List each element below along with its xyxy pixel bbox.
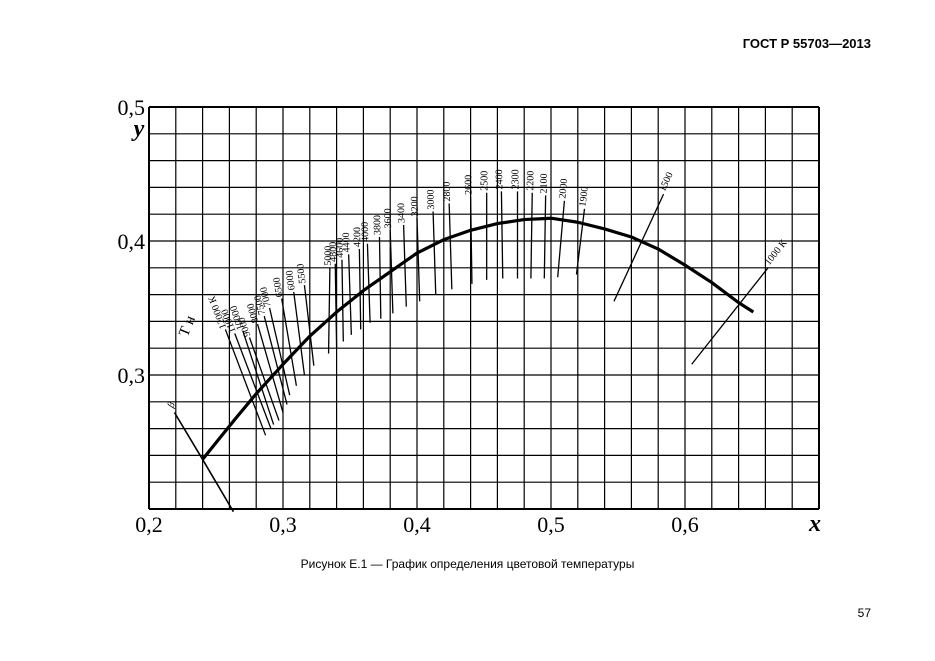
- isotherm-label: 5500: [295, 263, 308, 284]
- isotherms: 12000 К110001000090008000750070006500600…: [166, 169, 790, 513]
- isotherm-line: [281, 298, 298, 386]
- isotherm-line: [303, 285, 315, 366]
- isotherm-line: [348, 254, 352, 335]
- isotherm-label: 2000: [557, 178, 570, 199]
- isotherm-line: [334, 263, 338, 349]
- isotherm-line: [530, 192, 533, 279]
- beta-label: β: [166, 400, 178, 410]
- y-tick-label: 0,4: [118, 229, 146, 254]
- isotherm-label: 4200: [352, 227, 363, 247]
- isotherm-label: 8000: [245, 302, 261, 324]
- isotherm-line: [268, 307, 291, 396]
- isotherm-label: 3800: [372, 215, 383, 235]
- isotherm-label: 2300: [511, 169, 522, 189]
- isotherm-line: [293, 291, 306, 376]
- grid: [148, 106, 820, 510]
- x-tick-label: 0,6: [671, 512, 699, 537]
- isotherm-line: [242, 330, 275, 425]
- planckian-locus-curve: [201, 216, 755, 461]
- isotherm-label: 6000: [284, 270, 297, 291]
- isotherm-line: [543, 195, 547, 279]
- isotherm-label: 2600: [463, 175, 474, 195]
- isotherm-label: 2500: [480, 171, 491, 191]
- isotherm-label: 4600: [335, 238, 346, 258]
- isotherm-label: 2200: [525, 171, 536, 191]
- x-axis-label: x: [808, 511, 821, 537]
- isotherm-line: [341, 259, 344, 342]
- isotherm-line: [234, 333, 272, 429]
- isotherm-label: 2400: [494, 169, 505, 189]
- isotherm-label: 4000: [360, 222, 372, 242]
- isotherm-line: [402, 224, 407, 307]
- isotherm-label: 7000: [258, 286, 273, 308]
- isotherm-line: [469, 196, 473, 284]
- y-axis-label: y: [131, 116, 145, 142]
- y-tick-label: 0,5: [118, 95, 146, 120]
- isotherm-line: [500, 191, 504, 279]
- temperature-axis-label: Т н: [176, 314, 199, 339]
- isotherm-line: [575, 208, 586, 275]
- planckian-locus: [201, 216, 755, 461]
- standard-header: ГОСТ Р 55703—2013: [742, 36, 871, 51]
- isotherm-line: [358, 249, 362, 330]
- isotherm-line: [416, 218, 421, 302]
- isotherm-line: [263, 315, 288, 405]
- isotherm-label: 2100: [539, 173, 550, 193]
- isotherm-label: 7500: [253, 294, 269, 316]
- isotherm-line: [691, 267, 769, 365]
- isotherm-line: [448, 203, 453, 290]
- isotherm-label: 1000 К: [763, 238, 790, 268]
- isotherm-line: [557, 200, 566, 278]
- isotherm-label: 3400: [396, 203, 408, 223]
- isotherm-label: 5000: [323, 246, 334, 266]
- x-tick-label: 0,2: [135, 512, 163, 537]
- beta-line: [173, 412, 235, 513]
- isotherm-label: 2800: [442, 181, 454, 201]
- isotherm-label: 4400: [341, 232, 353, 252]
- isotherm-label: 3600: [383, 208, 395, 228]
- isotherm-line: [613, 193, 665, 302]
- x-tick-label: 0,4: [403, 512, 431, 537]
- isotherm-label: 1900: [578, 186, 591, 207]
- isotherm-line: [327, 267, 331, 354]
- isotherm-line: [248, 337, 280, 421]
- isotherm-label: 3200: [409, 196, 421, 216]
- x-tick-label: 0,3: [269, 512, 297, 537]
- isotherm-line: [432, 211, 437, 295]
- y-tick-label: 0,3: [118, 363, 146, 388]
- isotherm-line: [256, 323, 284, 413]
- axis-labels: 0,2 0,3 0,4 0,5 0,6 0,3 0,4 0,5 x y: [118, 95, 822, 537]
- figure-caption: Рисунок Е.1 — График определения цветово…: [300, 557, 635, 571]
- x-tick-label: 0,5: [537, 512, 565, 537]
- isotherm-line: [224, 329, 267, 436]
- isotherm-label: 1500: [657, 171, 675, 194]
- isotherm-label: 3000: [425, 189, 437, 209]
- page-number: 57: [857, 606, 871, 620]
- isotherm-line: [366, 243, 371, 323]
- isotherm-label: 4800: [328, 242, 339, 262]
- isotherm-label: 6500: [271, 276, 285, 298]
